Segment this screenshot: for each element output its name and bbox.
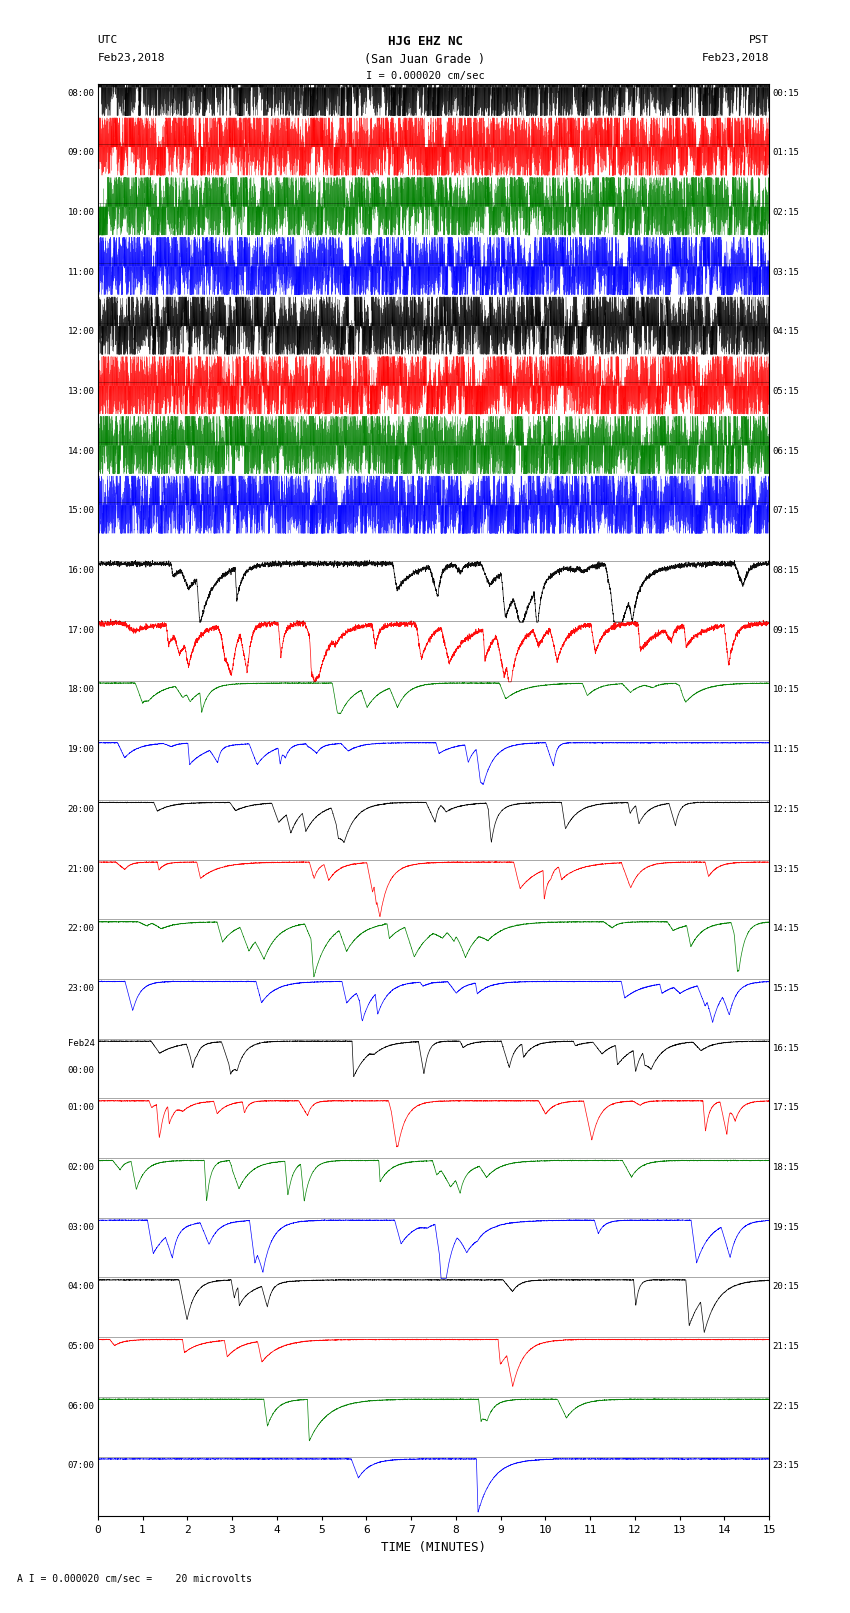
Text: 20:15: 20:15 xyxy=(773,1282,800,1292)
Text: 10:00: 10:00 xyxy=(67,208,94,218)
Text: 05:15: 05:15 xyxy=(773,387,800,397)
Text: 07:00: 07:00 xyxy=(67,1461,94,1471)
Text: 18:15: 18:15 xyxy=(773,1163,800,1173)
Text: 05:00: 05:00 xyxy=(67,1342,94,1352)
Text: 18:00: 18:00 xyxy=(67,686,94,695)
Text: Feb23,2018: Feb23,2018 xyxy=(702,53,769,63)
Text: 02:15: 02:15 xyxy=(773,208,800,218)
Text: 10:15: 10:15 xyxy=(773,686,800,695)
Text: 14:00: 14:00 xyxy=(67,447,94,456)
Text: 03:00: 03:00 xyxy=(67,1223,94,1232)
Text: UTC: UTC xyxy=(98,35,118,45)
Text: 07:15: 07:15 xyxy=(773,506,800,516)
Text: PST: PST xyxy=(749,35,769,45)
Text: 00:15: 00:15 xyxy=(773,89,800,98)
Text: 12:15: 12:15 xyxy=(773,805,800,815)
Text: 01:00: 01:00 xyxy=(67,1103,94,1113)
Text: 23:00: 23:00 xyxy=(67,984,94,994)
Text: 23:15: 23:15 xyxy=(773,1461,800,1471)
Text: 09:00: 09:00 xyxy=(67,148,94,158)
X-axis label: TIME (MINUTES): TIME (MINUTES) xyxy=(381,1540,486,1553)
Text: 02:00: 02:00 xyxy=(67,1163,94,1173)
Text: 22:00: 22:00 xyxy=(67,924,94,934)
Text: 19:15: 19:15 xyxy=(773,1223,800,1232)
Text: 21:15: 21:15 xyxy=(773,1342,800,1352)
Text: Feb23,2018: Feb23,2018 xyxy=(98,53,165,63)
Text: 15:00: 15:00 xyxy=(67,506,94,516)
Text: 15:15: 15:15 xyxy=(773,984,800,994)
Text: 14:15: 14:15 xyxy=(773,924,800,934)
Text: I = 0.000020 cm/sec: I = 0.000020 cm/sec xyxy=(366,71,484,81)
Text: 06:15: 06:15 xyxy=(773,447,800,456)
Text: 16:00: 16:00 xyxy=(67,566,94,576)
Text: 13:15: 13:15 xyxy=(773,865,800,874)
Text: 20:00: 20:00 xyxy=(67,805,94,815)
Text: 22:15: 22:15 xyxy=(773,1402,800,1411)
Text: Feb24: Feb24 xyxy=(67,1039,94,1048)
Text: 09:15: 09:15 xyxy=(773,626,800,636)
Text: 06:00: 06:00 xyxy=(67,1402,94,1411)
Text: 08:15: 08:15 xyxy=(773,566,800,576)
Text: 13:00: 13:00 xyxy=(67,387,94,397)
Text: 01:15: 01:15 xyxy=(773,148,800,158)
Text: 11:15: 11:15 xyxy=(773,745,800,755)
Text: (San Juan Grade ): (San Juan Grade ) xyxy=(365,53,485,66)
Text: 17:00: 17:00 xyxy=(67,626,94,636)
Text: 16:15: 16:15 xyxy=(773,1044,800,1053)
Text: 17:15: 17:15 xyxy=(773,1103,800,1113)
Text: 04:15: 04:15 xyxy=(773,327,800,337)
Text: 12:00: 12:00 xyxy=(67,327,94,337)
Text: 19:00: 19:00 xyxy=(67,745,94,755)
Text: HJG EHZ NC: HJG EHZ NC xyxy=(388,35,462,48)
Text: 11:00: 11:00 xyxy=(67,268,94,277)
Text: 03:15: 03:15 xyxy=(773,268,800,277)
Text: 00:00: 00:00 xyxy=(67,1066,94,1074)
Text: 04:00: 04:00 xyxy=(67,1282,94,1292)
Text: 08:00: 08:00 xyxy=(67,89,94,98)
Text: 21:00: 21:00 xyxy=(67,865,94,874)
Text: A I = 0.000020 cm/sec =    20 microvolts: A I = 0.000020 cm/sec = 20 microvolts xyxy=(17,1574,252,1584)
